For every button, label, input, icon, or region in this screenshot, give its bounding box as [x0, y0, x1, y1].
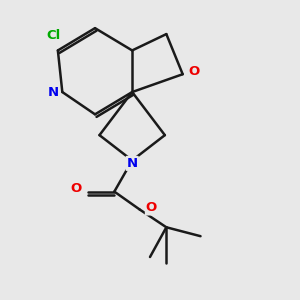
Text: O: O [146, 202, 157, 214]
Text: O: O [71, 182, 82, 195]
Text: Cl: Cl [46, 29, 61, 42]
Text: O: O [188, 65, 200, 78]
Text: N: N [48, 85, 59, 98]
Text: N: N [127, 157, 138, 170]
